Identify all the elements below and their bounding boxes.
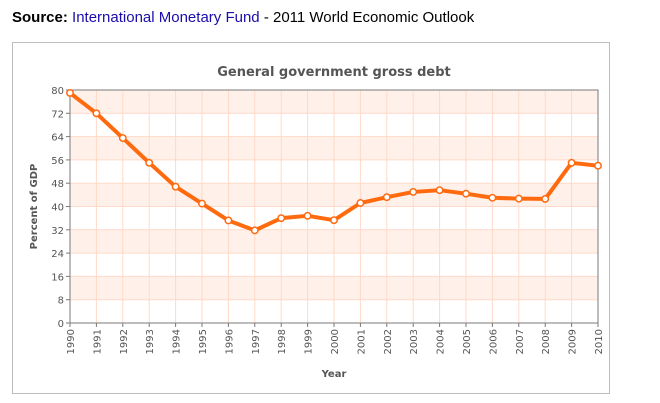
- y-tick-label: 32: [51, 226, 64, 237]
- y-tick-label: 8: [58, 296, 64, 307]
- x-tick-label: 1993: [145, 329, 156, 354]
- data-point: [66, 88, 74, 97]
- data-point: [594, 161, 602, 170]
- data-point: [277, 214, 286, 223]
- x-tick-label: 2004: [436, 329, 447, 354]
- y-tick-label: 72: [51, 109, 64, 120]
- y-tick-label: 48: [51, 179, 64, 190]
- data-point: [541, 194, 550, 203]
- source-label: Source:: [12, 9, 68, 26]
- x-tick-label: 2000: [330, 329, 341, 354]
- x-tick-label: 2001: [356, 329, 367, 354]
- y-tick-label: 40: [51, 203, 64, 214]
- x-tick-label: 1997: [251, 329, 262, 354]
- data-point: [356, 199, 365, 207]
- chart-frame: General government gross debt 0 8 16 24 32 40 4…: [12, 42, 610, 394]
- y-tick-label: 16: [51, 272, 64, 283]
- y-tick-label: 0: [58, 319, 64, 330]
- source-line: Source: International Monetary Fund - 20…: [12, 9, 474, 26]
- data-point: [92, 109, 101, 118]
- x-tick-label: 1995: [198, 329, 209, 354]
- y-tick-label: 24: [51, 249, 64, 260]
- y-tick-label: 64: [51, 133, 64, 144]
- data-point: [303, 211, 312, 220]
- data-point: [250, 226, 259, 235]
- source-publication: 2011 World Economic Outlook: [273, 9, 475, 26]
- x-tick-label: 1996: [224, 329, 235, 354]
- x-tick-label: 1998: [277, 329, 288, 354]
- x-tick-label: 1999: [304, 329, 315, 354]
- x-tick-label: 2010: [594, 329, 605, 354]
- data-point: [145, 158, 154, 167]
- data-point: [198, 199, 206, 208]
- data-point: [435, 186, 444, 195]
- y-tick-label: 80: [51, 86, 64, 97]
- data-point: [118, 134, 127, 143]
- x-tick-label: 1992: [119, 329, 130, 354]
- source-separator: -: [259, 9, 273, 26]
- x-tick-label: 2007: [515, 329, 526, 354]
- data-point: [514, 194, 523, 203]
- data-point: [382, 193, 391, 202]
- data-point: [488, 193, 497, 202]
- x-tick-label: 2008: [541, 329, 552, 354]
- y-tick-label: 56: [51, 156, 64, 167]
- source-org-link[interactable]: International Monetary Fund: [72, 9, 260, 26]
- chart-title: General government gross debt: [217, 65, 451, 80]
- x-tick-label: 1991: [92, 329, 103, 354]
- x-tick-label: 1994: [172, 329, 183, 354]
- x-tick-label: 2005: [462, 329, 473, 354]
- x-tick-label: 2003: [409, 329, 420, 354]
- x-tick-label: 2009: [568, 329, 579, 354]
- y-axis-title: Percent of GDP: [29, 164, 40, 250]
- data-point: [330, 216, 338, 225]
- x-tick-label: 1990: [66, 329, 77, 354]
- x-tick-label: 2002: [383, 329, 394, 354]
- data-point: [567, 158, 576, 167]
- data-point: [224, 216, 233, 225]
- x-axis-title: Year: [321, 369, 347, 380]
- data-point: [462, 189, 470, 198]
- x-tick-label: 2006: [488, 329, 499, 354]
- data-point: [409, 187, 418, 196]
- data-point: [171, 182, 180, 191]
- debt-line-chart: General government gross debt 0 8 16 24 32 40 4…: [29, 65, 605, 380]
